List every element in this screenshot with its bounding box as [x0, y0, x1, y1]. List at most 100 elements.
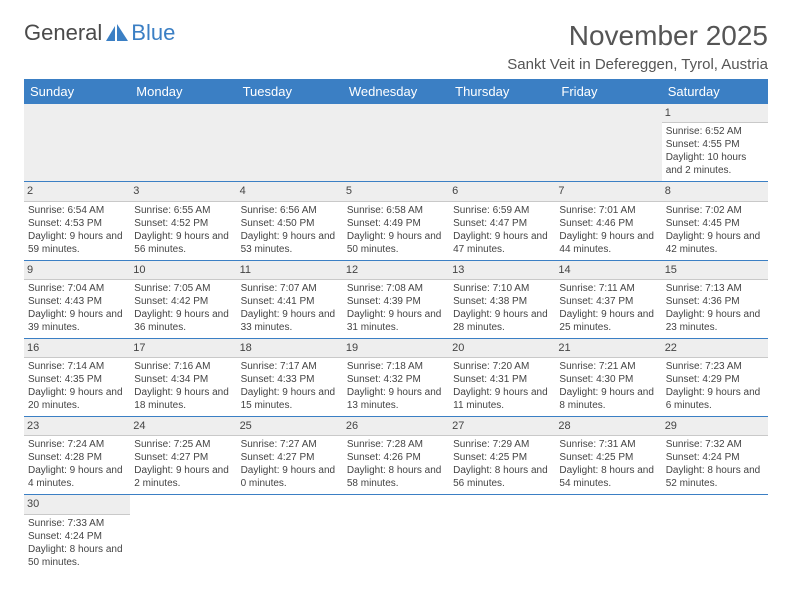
weekday-header: Sunday — [24, 79, 130, 104]
calendar-day-cell: 10 Sunrise: 7:05 AMSunset: 4:42 PMDayligh… — [130, 260, 236, 338]
day-number: 27 — [449, 417, 555, 436]
day-details: Sunrise: 7:23 AMSunset: 4:29 PMDaylight:… — [666, 360, 764, 412]
day-number: 1 — [662, 104, 768, 123]
day-details: Sunrise: 7:02 AMSunset: 4:45 PMDaylight:… — [666, 204, 764, 256]
day-number: 23 — [24, 417, 130, 436]
day-number: 5 — [343, 182, 449, 201]
weekday-header: Saturday — [662, 79, 768, 104]
day-details: Sunrise: 7:05 AMSunset: 4:42 PMDaylight:… — [134, 282, 232, 334]
day-number: 21 — [555, 339, 661, 358]
day-number: 11 — [237, 261, 343, 280]
day-details: Sunrise: 7:28 AMSunset: 4:26 PMDaylight:… — [347, 438, 445, 490]
calendar-day-cell: 27 Sunrise: 7:29 AMSunset: 4:25 PMDayligh… — [449, 417, 555, 495]
calendar-day-cell: 15Sunrise: 7:13 AMSunset: 4:36 PMDayligh… — [662, 260, 768, 338]
calendar-day-cell: 30Sunrise: 7:33 AMSunset: 4:24 PMDayligh… — [24, 495, 130, 573]
calendar-day-cell: 20 Sunrise: 7:20 AMSunset: 4:31 PMDayligh… — [449, 338, 555, 416]
calendar-day-cell: 23 Sunrise: 7:24 AMSunset: 4:28 PMDayligh… — [24, 417, 130, 495]
day-number: 28 — [555, 417, 661, 436]
day-details: Sunrise: 7:01 AMSunset: 4:46 PMDaylight:… — [559, 204, 657, 256]
day-details: Sunrise: 6:55 AMSunset: 4:52 PMDaylight:… — [134, 204, 232, 256]
day-number: 3 — [130, 182, 236, 201]
calendar-day-cell: 21 Sunrise: 7:21 AMSunset: 4:30 PMDayligh… — [555, 338, 661, 416]
day-number: 25 — [237, 417, 343, 436]
logo-text-1: General — [24, 20, 102, 46]
day-number: 7 — [555, 182, 661, 201]
day-number: 17 — [130, 339, 236, 358]
day-details: Sunrise: 7:20 AMSunset: 4:31 PMDaylight:… — [453, 360, 551, 412]
title-block: November 2025 Sankt Veit in Defereggen, … — [507, 20, 768, 73]
day-number: 10 — [130, 261, 236, 280]
calendar-week-row: 16Sunrise: 7:14 AMSunset: 4:35 PMDayligh… — [24, 338, 768, 416]
calendar-day-cell: 12 Sunrise: 7:08 AMSunset: 4:39 PMDayligh… — [343, 260, 449, 338]
weekday-header: Tuesday — [237, 79, 343, 104]
day-number: 22 — [662, 339, 768, 358]
calendar-day-cell: 14 Sunrise: 7:11 AMSunset: 4:37 PMDayligh… — [555, 260, 661, 338]
calendar-week-row: 23 Sunrise: 7:24 AMSunset: 4:28 PMDayligh… — [24, 417, 768, 495]
day-details: Sunrise: 7:21 AMSunset: 4:30 PMDaylight:… — [559, 360, 657, 412]
day-number: 14 — [555, 261, 661, 280]
calendar-day-cell: 1 Sunrise: 6:52 AMSunset: 4:55 PMDaylight… — [662, 104, 768, 182]
calendar-day-cell — [555, 495, 661, 573]
day-number: 6 — [449, 182, 555, 201]
day-details: Sunrise: 7:07 AMSunset: 4:41 PMDaylight:… — [241, 282, 339, 334]
weekday-header-row: Sunday Monday Tuesday Wednesday Thursday… — [24, 79, 768, 104]
logo-text-2: Blue — [131, 20, 175, 46]
day-number: 2 — [24, 182, 130, 201]
calendar-day-cell — [449, 104, 555, 182]
day-details: Sunrise: 7:16 AMSunset: 4:34 PMDaylight:… — [134, 360, 232, 412]
day-details: Sunrise: 6:56 AMSunset: 4:50 PMDaylight:… — [241, 204, 339, 256]
day-number: 15 — [662, 261, 768, 280]
calendar-day-cell: 13 Sunrise: 7:10 AMSunset: 4:38 PMDayligh… — [449, 260, 555, 338]
weekday-header: Thursday — [449, 79, 555, 104]
day-details: Sunrise: 7:11 AMSunset: 4:37 PMDaylight:… — [559, 282, 657, 334]
day-details: Sunrise: 7:31 AMSunset: 4:25 PMDaylight:… — [559, 438, 657, 490]
calendar-day-cell: 24Sunrise: 7:25 AMSunset: 4:27 PMDayligh… — [130, 417, 236, 495]
weekday-header: Wednesday — [343, 79, 449, 104]
day-number: 9 — [24, 261, 130, 280]
day-number: 12 — [343, 261, 449, 280]
calendar-day-cell: 2Sunrise: 6:54 AMSunset: 4:53 PMDaylight… — [24, 182, 130, 260]
calendar-day-cell: 18Sunrise: 7:17 AMSunset: 4:33 PMDayligh… — [237, 338, 343, 416]
header: General Blue November 2025 Sankt Veit in… — [24, 20, 768, 73]
day-details: Sunrise: 7:10 AMSunset: 4:38 PMDaylight:… — [453, 282, 551, 334]
calendar-day-cell: 26 Sunrise: 7:28 AMSunset: 4:26 PMDayligh… — [343, 417, 449, 495]
day-details: Sunrise: 7:29 AMSunset: 4:25 PMDaylight:… — [453, 438, 551, 490]
day-number: 13 — [449, 261, 555, 280]
day-number: 26 — [343, 417, 449, 436]
calendar-day-cell: 3 Sunrise: 6:55 AMSunset: 4:52 PMDaylight… — [130, 182, 236, 260]
weekday-header: Friday — [555, 79, 661, 104]
calendar-day-cell: 7 Sunrise: 7:01 AMSunset: 4:46 PMDaylight… — [555, 182, 661, 260]
calendar-table: Sunday Monday Tuesday Wednesday Thursday… — [24, 79, 768, 573]
calendar-day-cell — [662, 495, 768, 573]
day-details: Sunrise: 6:52 AMSunset: 4:55 PMDaylight:… — [666, 125, 764, 177]
day-details: Sunrise: 7:17 AMSunset: 4:33 PMDaylight:… — [241, 360, 339, 412]
calendar-day-cell — [237, 104, 343, 182]
calendar-day-cell: 28 Sunrise: 7:31 AMSunset: 4:25 PMDayligh… — [555, 417, 661, 495]
logo-sail-icon — [106, 24, 128, 42]
day-details: Sunrise: 7:24 AMSunset: 4:28 PMDaylight:… — [28, 438, 126, 490]
calendar-day-cell: 29Sunrise: 7:32 AMSunset: 4:24 PMDayligh… — [662, 417, 768, 495]
calendar-day-cell: 9 Sunrise: 7:04 AMSunset: 4:43 PMDaylight… — [24, 260, 130, 338]
calendar-day-cell: 19Sunrise: 7:18 AMSunset: 4:32 PMDayligh… — [343, 338, 449, 416]
calendar-day-cell: 8 Sunrise: 7:02 AMSunset: 4:45 PMDaylight… — [662, 182, 768, 260]
day-details: Sunrise: 7:08 AMSunset: 4:39 PMDaylight:… — [347, 282, 445, 334]
weekday-header: Monday — [130, 79, 236, 104]
calendar-day-cell: 5Sunrise: 6:58 AMSunset: 4:49 PMDaylight… — [343, 182, 449, 260]
calendar-day-cell: 11 Sunrise: 7:07 AMSunset: 4:41 PMDayligh… — [237, 260, 343, 338]
day-number: 4 — [237, 182, 343, 201]
calendar-day-cell: 22 Sunrise: 7:23 AMSunset: 4:29 PMDayligh… — [662, 338, 768, 416]
calendar-day-cell: 16Sunrise: 7:14 AMSunset: 4:35 PMDayligh… — [24, 338, 130, 416]
calendar-week-row: 1 Sunrise: 6:52 AMSunset: 4:55 PMDaylight… — [24, 104, 768, 182]
day-number: 20 — [449, 339, 555, 358]
day-number: 16 — [24, 339, 130, 358]
day-number: 30 — [24, 495, 130, 514]
day-details: Sunrise: 7:32 AMSunset: 4:24 PMDaylight:… — [666, 438, 764, 490]
calendar-page: General Blue November 2025 Sankt Veit in… — [0, 0, 792, 593]
day-details: Sunrise: 7:27 AMSunset: 4:27 PMDaylight:… — [241, 438, 339, 490]
calendar-day-cell: 6Sunrise: 6:59 AMSunset: 4:47 PMDaylight… — [449, 182, 555, 260]
location: Sankt Veit in Defereggen, Tyrol, Austria — [507, 56, 768, 73]
day-details: Sunrise: 7:18 AMSunset: 4:32 PMDaylight:… — [347, 360, 445, 412]
calendar-day-cell — [24, 104, 130, 182]
day-details: Sunrise: 7:04 AMSunset: 4:43 PMDaylight:… — [28, 282, 126, 334]
day-number: 8 — [662, 182, 768, 201]
